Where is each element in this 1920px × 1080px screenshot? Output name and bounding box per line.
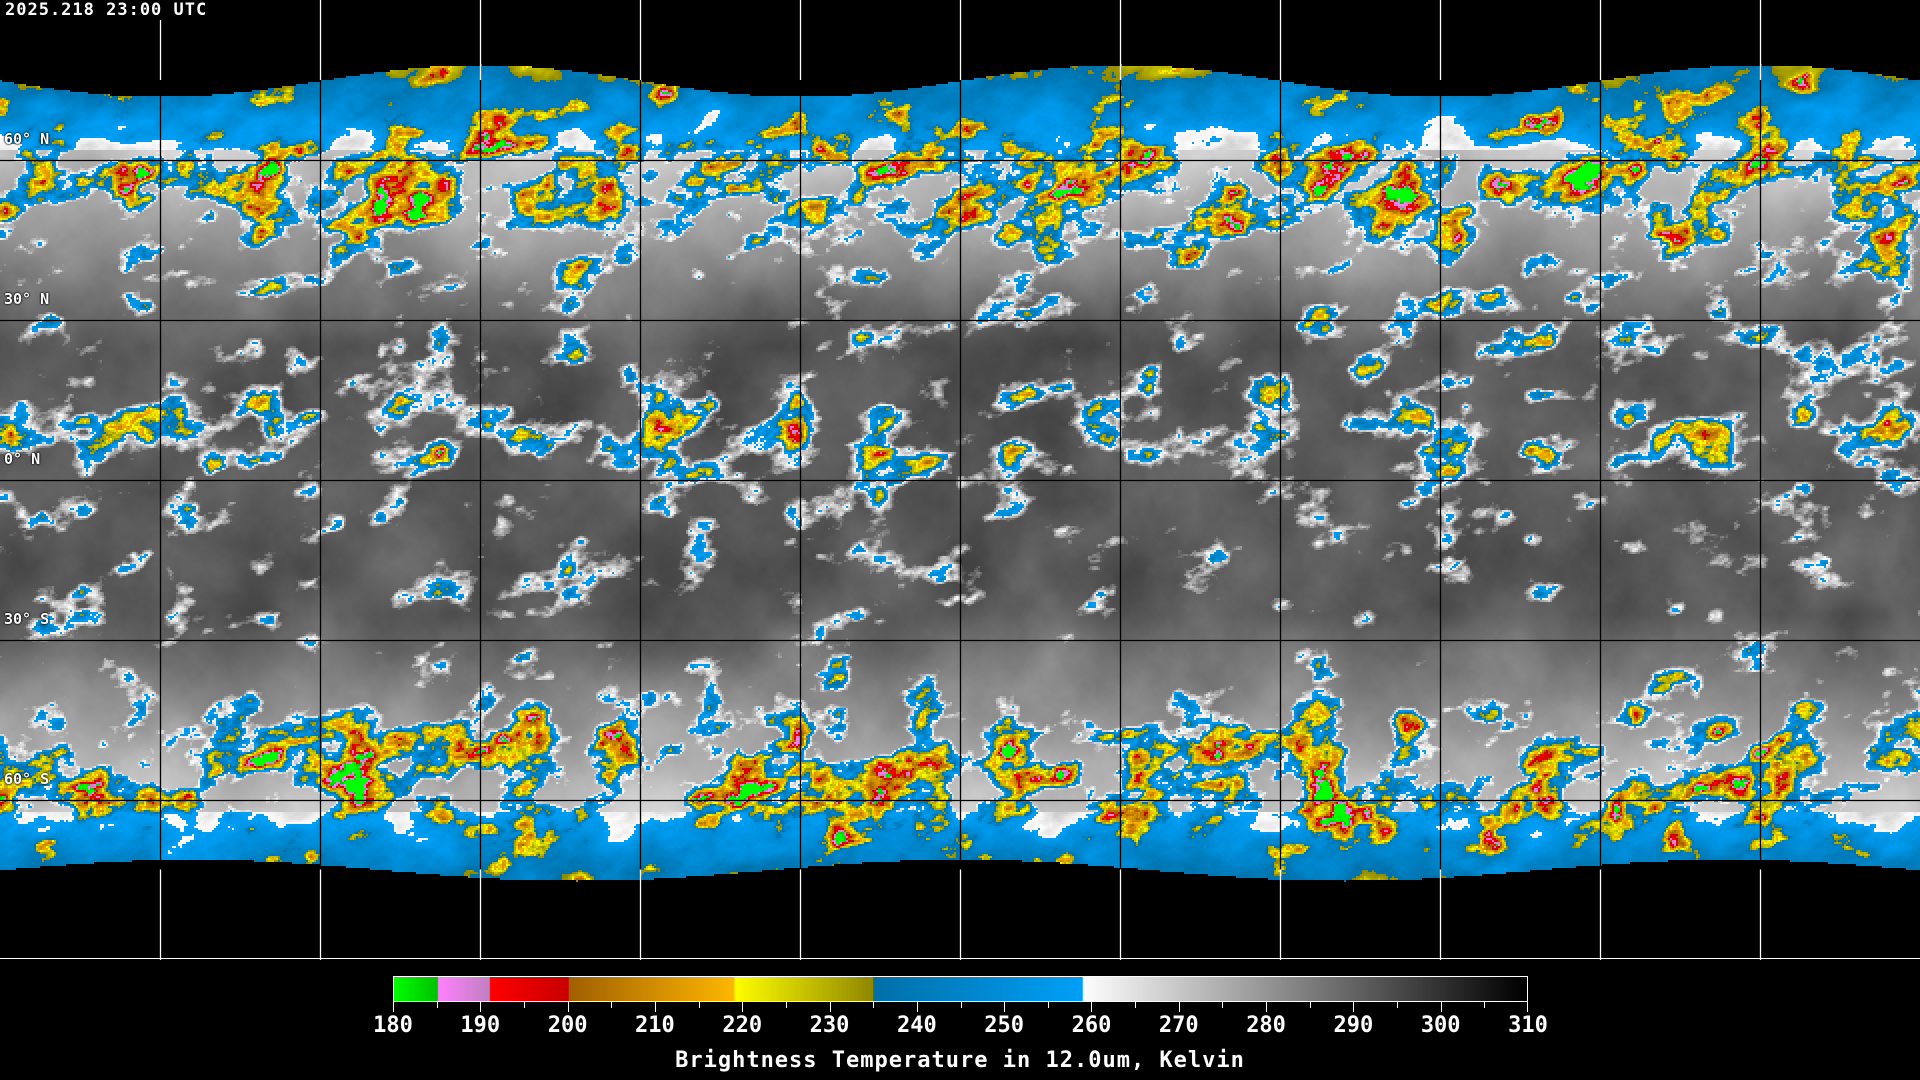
colorbar-tick [1309, 1002, 1311, 1008]
timestamp: 2025.218 23:00 UTC [2, 0, 211, 20]
colorbar-tick [829, 1002, 831, 1012]
lat-label-60n: 60° N [4, 130, 50, 148]
colorbar-tick [1397, 1002, 1399, 1008]
colorbar-tick [916, 1002, 918, 1012]
colorbar-tick [742, 1002, 744, 1012]
lat-label-0n: 0° N [4, 450, 41, 468]
colorbar-tick [611, 1002, 613, 1008]
colorbar-tick [960, 1002, 962, 1008]
colorbar-tick [1222, 1002, 1224, 1008]
tick-label: 190 [460, 1013, 501, 1038]
colorbar-tick [873, 1002, 875, 1008]
lat-label-30n: 30° N [4, 290, 50, 308]
colorbar-title: Brightness Temperature in 12.0um, Kelvin [675, 1048, 1245, 1073]
colorbar-tick [1266, 1002, 1268, 1012]
colorbar-tick [698, 1002, 700, 1008]
lat-label-60s: 60° S [4, 770, 50, 788]
tick-label: 230 [809, 1013, 850, 1038]
tick-label: 300 [1420, 1013, 1461, 1038]
tick-label: 200 [547, 1013, 588, 1038]
map-bottom-border [0, 958, 1920, 959]
colorbar [393, 976, 1528, 1002]
tick-label: 310 [1508, 1013, 1548, 1038]
colorbar-tick [1484, 1002, 1486, 1008]
tick-label: 290 [1333, 1013, 1374, 1038]
colorbar-tick [567, 1002, 569, 1012]
lat-lon-grid [159, 0, 1762, 960]
colorbar-tick [436, 1002, 438, 1008]
colorbar-tick [1135, 1002, 1137, 1008]
colorbar-tick [1004, 1002, 1006, 1012]
colorbar-tick [523, 1002, 525, 1008]
colorbar-tick [1091, 1002, 1093, 1012]
colorbar-tick [654, 1002, 656, 1012]
colorbar-ticks [393, 1002, 1528, 1012]
tick-label: 210 [635, 1013, 675, 1038]
colorbar-tick [1527, 1002, 1528, 1012]
tick-label: 240 [896, 1013, 937, 1038]
colorbar-tick [785, 1002, 787, 1008]
colorbar-tick [1178, 1002, 1180, 1012]
tick-label: 260 [1071, 1013, 1112, 1038]
colorbar-tick [480, 1002, 482, 1012]
colorbar-tick [1353, 1002, 1355, 1012]
lat-label-30s: 30° S [4, 610, 50, 628]
tick-label: 220 [722, 1013, 763, 1038]
colorbar-tick [1047, 1002, 1049, 1008]
tick-label: 180 [373, 1013, 413, 1038]
tick-label: 280 [1246, 1013, 1286, 1038]
tick-label: 270 [1158, 1013, 1199, 1038]
satellite-map: 2025.218 23:00 UTC 60° N 30° N 0° N 30° … [0, 0, 1920, 960]
tick-label: 250 [984, 1013, 1025, 1038]
colorbar-tick [393, 1002, 394, 1012]
colorbar-tick [1440, 1002, 1442, 1012]
